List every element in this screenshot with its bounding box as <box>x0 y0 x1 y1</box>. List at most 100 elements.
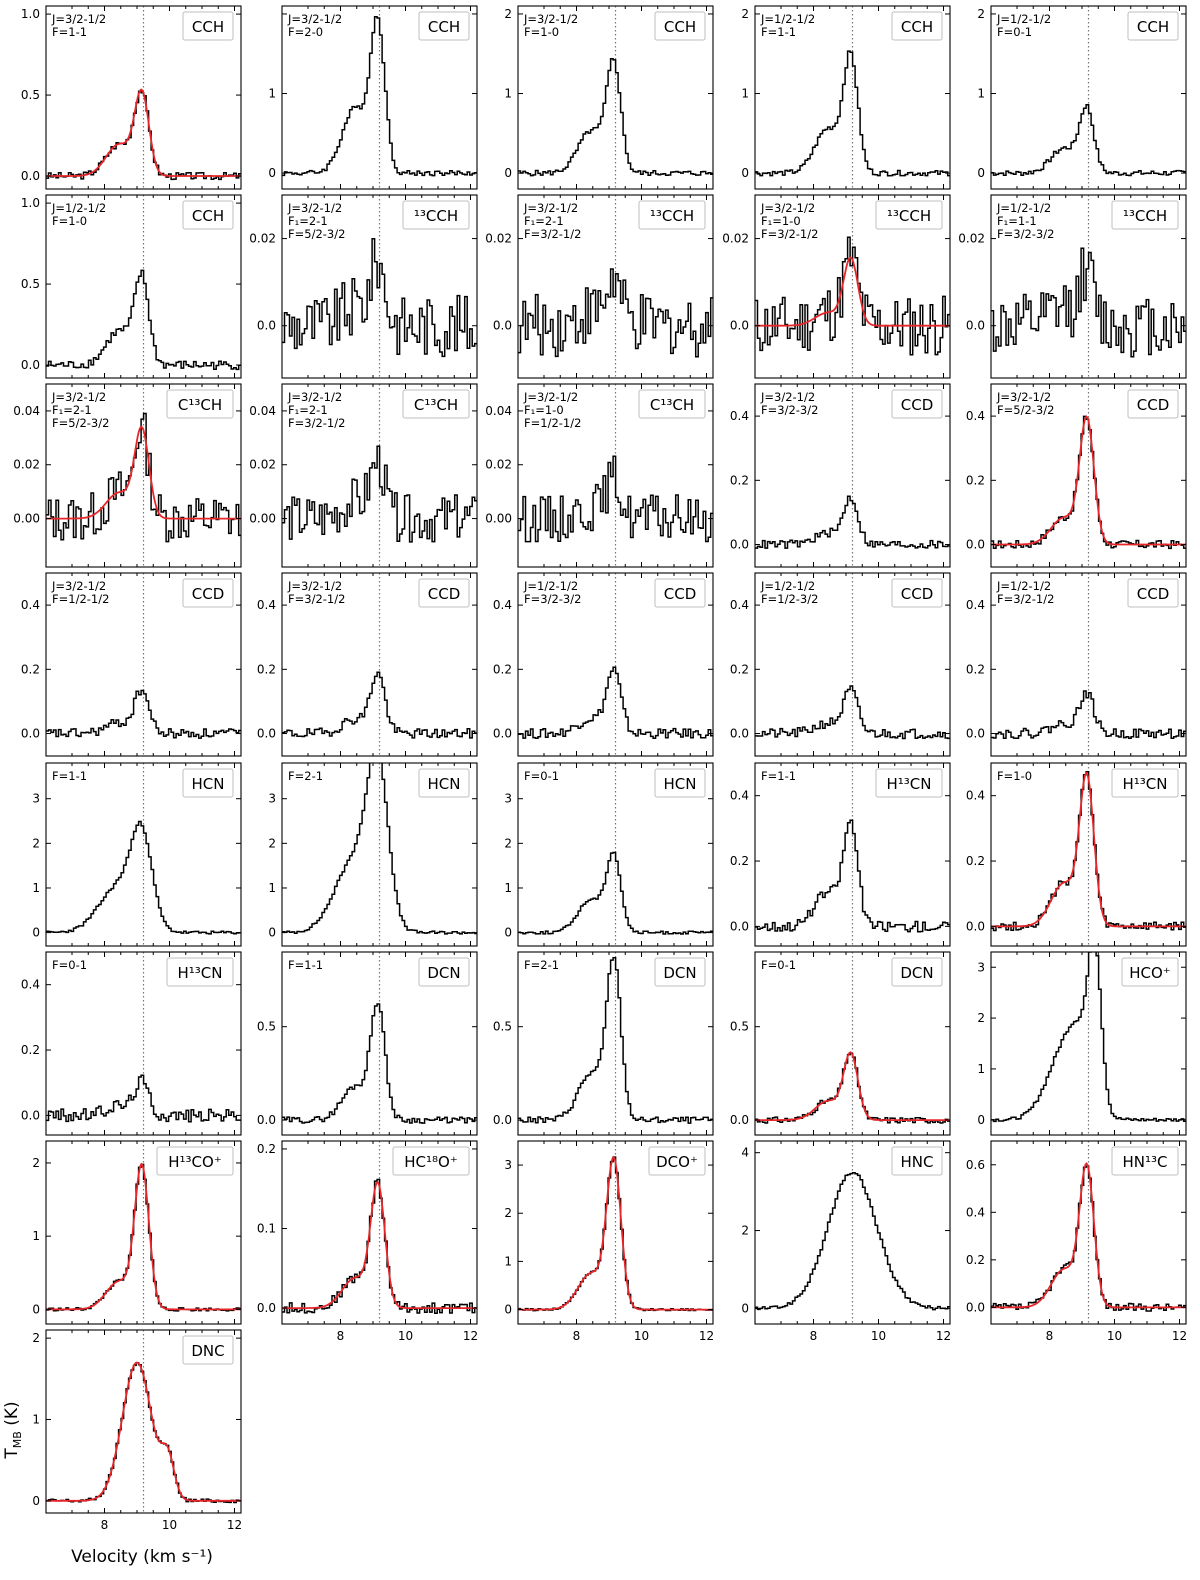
y-tick-label: 1 <box>504 87 512 101</box>
spectrum-line <box>755 495 950 549</box>
molecule-label: HNC <box>901 1153 934 1171</box>
y-tick-label: 0.0 <box>257 727 276 741</box>
spectrum-panel: 0.0 0.5 1.0 J=3/2-1/2F=1-1 CCH <box>21 5 242 190</box>
molecule-label: C¹³CH <box>650 396 694 414</box>
molecule-label: HN¹³C <box>1123 1153 1168 1171</box>
panel-frame <box>517 5 714 190</box>
x-tick-label: 10 <box>162 1518 177 1532</box>
y-tick-label: 0.4 <box>730 789 749 803</box>
y-tick-label: 0.04 <box>13 404 40 418</box>
x-tick-label: 8 <box>101 1518 109 1532</box>
panel-frame <box>990 383 1187 568</box>
x-tick-label: 12 <box>1172 1329 1187 1343</box>
molecule-label: CCH <box>192 207 224 225</box>
y-tick-label: 0.0 <box>493 727 512 741</box>
transition-label: F=1-1 <box>761 25 796 39</box>
transition-label: F=1/2-1/2 <box>52 592 109 606</box>
y-tick-label: 0.4 <box>730 409 749 423</box>
y-tick-label: 1 <box>268 881 276 895</box>
y-tick-label: 2 <box>32 1331 40 1345</box>
spectrum-line <box>755 1172 950 1311</box>
y-axis-label: TMB (K) <box>2 1401 24 1459</box>
y-tick-label: 0.4 <box>257 598 276 612</box>
spectrum-line <box>991 690 1186 740</box>
molecule-box <box>638 200 706 230</box>
spectrum-line <box>991 247 1186 358</box>
transition-label: F₁=2-1 <box>288 403 328 417</box>
y-tick-label: 0.0 <box>966 1300 985 1314</box>
y-tick-label: 0.2 <box>21 1043 40 1057</box>
y-tick-label: 0 <box>32 1494 40 1508</box>
x-tick-label: 10 <box>1107 1329 1122 1343</box>
spectrum-panel: 0.0 0.2 0.4 J=3/2-1/2F=3/2-1/2 CCD <box>257 572 478 757</box>
molecule-box <box>875 200 943 230</box>
spectrum-panel: 8 10 12 0 2 4 HNC <box>741 1140 951 1343</box>
spectrum-panel: 0.0 0.5 F=2-1 DCN <box>493 951 714 1136</box>
y-tick-label: 0.00 <box>485 512 512 526</box>
molecule-box <box>182 578 234 608</box>
y-tick-label: 0.02 <box>722 232 749 246</box>
molecule-box <box>402 200 470 230</box>
panel-frame <box>45 951 242 1136</box>
molecule-box <box>418 11 470 41</box>
spectrum-line <box>518 666 713 739</box>
panel-frame <box>990 1140 1187 1325</box>
y-tick-label: 0.0 <box>21 727 40 741</box>
transition-label: J=3/2-1/2 <box>760 201 815 215</box>
molecule-label: HCN <box>664 775 697 793</box>
molecule-box <box>418 957 470 987</box>
y-tick-label: 0.6 <box>966 1158 985 1172</box>
panel-frame <box>990 951 1187 1136</box>
spectrum-line <box>282 238 477 358</box>
fit-line <box>991 415 1186 546</box>
molecule-label: CCH <box>664 18 696 36</box>
x-tick-label: 8 <box>810 1329 818 1343</box>
transition-label: F=0-1 <box>524 769 559 783</box>
transition-label: J=3/2-1/2 <box>760 390 815 404</box>
y-tick-label: 1 <box>268 87 276 101</box>
spectrum-line <box>518 268 713 358</box>
y-tick-label: 1.0 <box>21 7 40 21</box>
y-tick-label: 2 <box>977 7 985 21</box>
spectrum-line <box>282 445 477 543</box>
y-tick-label: 2 <box>977 1011 985 1025</box>
spectrum-panel: 0 1 2 3 F=2-1 HCN <box>268 762 478 947</box>
panel-frame <box>754 5 951 190</box>
molecule-label: HCN <box>428 775 461 793</box>
panel-frame <box>754 572 951 757</box>
spectrum-panel: 0.0 0.2 0.4 J=1/2-1/2F=3/2-3/2 CCD <box>493 572 714 757</box>
panel-frame <box>754 762 951 947</box>
molecule-label: HC¹⁸O⁺ <box>404 1153 458 1171</box>
molecule-box <box>1127 11 1179 41</box>
spectrum-panel: 0 1 2 3 F=1-1 HCN <box>32 762 242 947</box>
spectrum-panel: 0 1 2 3 HCO⁺ <box>977 951 1187 1136</box>
spectrum-panel: 0.0 0.02 J=3/2-1/2F₁=1-0F=3/2-1/2 ¹³CCH <box>722 194 951 379</box>
transition-label: J=1/2-1/2 <box>760 579 815 593</box>
y-tick-label: 1 <box>504 881 512 895</box>
molecule-label: CCD <box>664 585 697 603</box>
spectrum-panel: 0 1 2 J=1/2-1/2F=1-1 CCH <box>741 5 951 190</box>
spectrum-line <box>518 455 713 543</box>
molecule-box <box>166 389 234 419</box>
x-tick-label: 12 <box>463 1329 478 1343</box>
panel-frame <box>990 194 1187 379</box>
molecule-box <box>891 389 943 419</box>
panel-frame <box>45 762 242 947</box>
transition-label: F=0-1 <box>761 958 796 972</box>
spectrum-panel: 0.0 0.2 0.4 F=0-1 H¹³CN <box>21 951 242 1136</box>
molecule-label: CCD <box>1137 585 1170 603</box>
y-tick-label: 0.4 <box>21 978 40 992</box>
y-tick-label: 0.0 <box>257 1113 276 1127</box>
y-tick-label: 0.02 <box>485 232 512 246</box>
y-tick-label: 2 <box>504 7 512 21</box>
y-tick-label: 0 <box>504 166 512 180</box>
y-tick-label: 1.0 <box>21 196 40 210</box>
y-tick-label: 3 <box>32 792 40 806</box>
transition-label: J=3/2-1/2 <box>996 390 1051 404</box>
panel-frame <box>45 572 242 757</box>
transition-label: F=3/2-3/2 <box>997 227 1054 241</box>
spectrum-line <box>518 851 713 935</box>
panel-frame <box>281 762 478 947</box>
panel-frame <box>45 383 242 568</box>
